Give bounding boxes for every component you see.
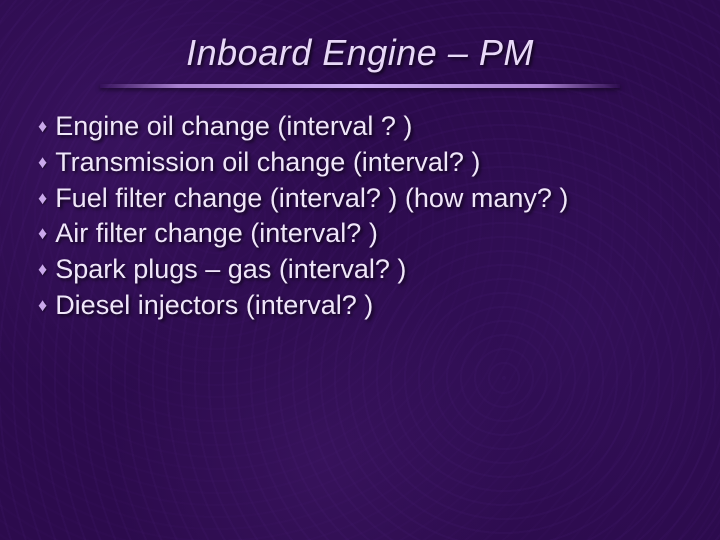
diamond-icon: ♦ [38,295,47,316]
list-item-text: Air filter change (interval? ) [55,217,378,251]
list-item: ♦ Spark plugs – gas (interval? ) [38,253,690,287]
list-item: ♦ Transmission oil change (interval? ) [38,146,690,180]
diamond-icon: ♦ [38,116,47,137]
list-item-text: Spark plugs – gas (interval? ) [55,253,406,287]
diamond-icon: ♦ [38,223,47,244]
slide-title: Inboard Engine – PM [0,32,720,74]
diamond-icon: ♦ [38,188,47,209]
list-item-text: Engine oil change (interval ? ) [55,110,412,144]
list-item: ♦ Diesel injectors (interval? ) [38,289,690,323]
list-item: ♦ Air filter change (interval? ) [38,217,690,251]
list-item: ♦ Fuel filter change (interval? ) (how m… [38,182,690,216]
diamond-icon: ♦ [38,152,47,173]
title-underline [100,84,620,88]
list-item-text: Transmission oil change (interval? ) [55,146,480,180]
list-item: ♦ Engine oil change (interval ? ) [38,110,690,144]
list-item-text: Diesel injectors (interval? ) [55,289,373,323]
bullet-list: ♦ Engine oil change (interval ? ) ♦ Tran… [38,110,690,325]
list-item-text: Fuel filter change (interval? ) (how man… [55,182,568,216]
diamond-icon: ♦ [38,259,47,280]
